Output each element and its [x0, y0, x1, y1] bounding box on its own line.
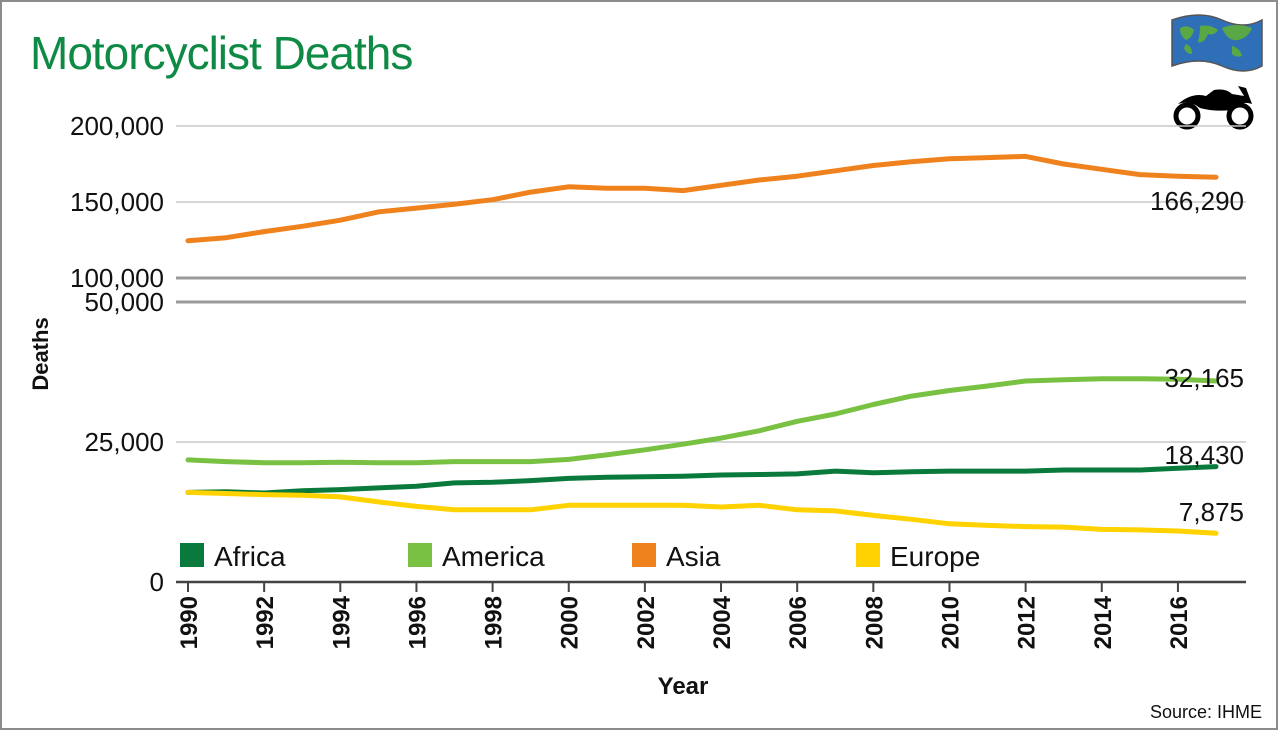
legend-label: Africa — [214, 541, 286, 572]
legend-swatch — [180, 543, 204, 567]
legend-item-america: America — [408, 541, 545, 572]
x-tick-label: 2002 — [633, 596, 660, 649]
x-tick-label: 1998 — [481, 596, 508, 649]
legend: Africa America Asia Europe — [180, 541, 980, 572]
legend-item-africa: Africa — [180, 541, 286, 572]
series-lines — [185, 153, 1219, 536]
legend-swatch — [856, 543, 880, 567]
legend-swatch — [408, 543, 432, 567]
x-tick-label: 2012 — [1014, 596, 1041, 649]
y-tick-label: 25,000 — [84, 427, 164, 457]
x-tick-label: 1994 — [328, 595, 355, 649]
x-tick-label: 2006 — [785, 596, 812, 649]
legend-item-asia: Asia — [632, 541, 721, 572]
y-tick-label: 0 — [150, 567, 164, 597]
y-axis-label: Deaths — [28, 317, 53, 390]
legend-label: Europe — [890, 541, 980, 572]
x-tick-label: 2004 — [709, 595, 736, 649]
legend-swatch — [632, 543, 656, 567]
end-label-europe: 7,875 — [1179, 497, 1244, 527]
y-tick-label: 100,000 — [70, 263, 164, 293]
x-axis-label: Year — [658, 673, 709, 700]
legend-item-europe: Europe — [856, 541, 980, 572]
x-tick-label: 1990 — [176, 596, 203, 649]
x-tick-label: 1996 — [404, 596, 431, 649]
series-line-europe — [185, 489, 1219, 536]
chart-title: Motorcyclist Deaths — [30, 27, 413, 79]
source-note: Source: IHME — [1150, 702, 1262, 722]
series-line-asia — [185, 153, 1219, 244]
x-tick-label: 2000 — [557, 596, 584, 649]
end-label-asia: 166,290 — [1150, 186, 1244, 216]
x-tick-label: 2008 — [861, 596, 888, 649]
series-line-america — [185, 376, 1219, 466]
x-tick-label: 2014 — [1090, 595, 1117, 649]
end-label-america: 32,165 — [1164, 363, 1244, 393]
world-map-flag-icon — [1171, 14, 1263, 72]
legend-label: America — [442, 541, 545, 572]
x-tick-label: 2016 — [1166, 596, 1193, 649]
y-tick-label: 50,000 — [84, 287, 164, 317]
end-label-africa: 18,430 — [1164, 440, 1244, 470]
y-tick-label: 150,000 — [70, 187, 164, 217]
series-line-africa — [185, 464, 1219, 496]
x-axis-ticks: 1990 1992 1994 1996 1998 2000 2002 2004 2006 2008… — [176, 582, 1193, 649]
grid-lines — [176, 125, 1246, 584]
end-labels: 18,430 32,165 166,290 7,875 — [1150, 186, 1244, 527]
legend-label: Asia — [666, 541, 721, 572]
motorcycle-icon — [1173, 86, 1254, 130]
x-tick-label: 2010 — [937, 596, 964, 649]
x-tick-label: 1992 — [252, 596, 279, 649]
y-tick-label: 200,000 — [70, 111, 164, 141]
